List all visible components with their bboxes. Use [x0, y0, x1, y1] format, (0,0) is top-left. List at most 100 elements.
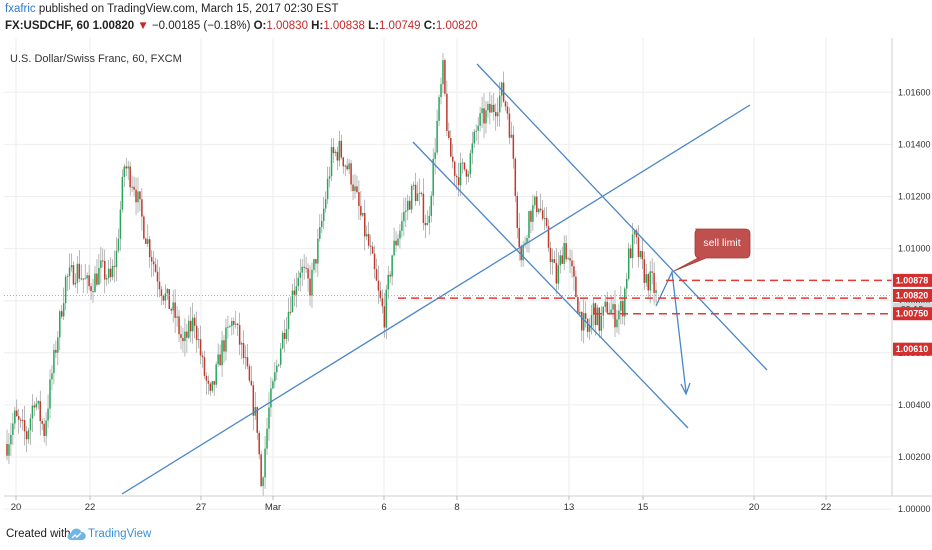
- bull-candle: [8, 444, 10, 456]
- bear-candle: [506, 106, 509, 114]
- bear-candle: [283, 332, 286, 339]
- bull-candle: [467, 174, 470, 177]
- bear-candle: [150, 257, 153, 262]
- bear-candle: [414, 184, 417, 202]
- low-value: 1.00749: [378, 20, 421, 32]
- bull-candle: [215, 364, 217, 385]
- open-label: O:: [253, 20, 267, 32]
- bull-candle: [121, 176, 124, 210]
- bull-candle: [131, 186, 133, 188]
- bear-candle: [381, 298, 384, 307]
- author-link[interactable]: fxafric: [5, 3, 36, 15]
- price-tag-target-bg: [893, 342, 932, 356]
- price-chart[interactable]: sell limit 1.000001.002001.004001.006001…: [0, 38, 932, 516]
- bear-candle: [614, 304, 616, 328]
- projection-arrowhead-icon: [680, 382, 691, 396]
- bull-candle: [225, 327, 227, 352]
- bull-candle: [326, 178, 329, 200]
- bull-candle: [655, 290, 657, 293]
- bull-candle: [166, 289, 169, 294]
- bear-candle: [109, 268, 112, 278]
- high-label: H:: [311, 20, 324, 32]
- bull-candle: [227, 326, 229, 328]
- bull-candle: [500, 82, 503, 96]
- bull-candle: [176, 316, 178, 318]
- bear-candle: [561, 255, 563, 264]
- bull-candle: [164, 293, 167, 301]
- created-with-label: Created with: [6, 528, 71, 540]
- time-tick-label: 27: [196, 502, 207, 513]
- bull-candle: [600, 315, 603, 331]
- bear-candle: [453, 161, 456, 176]
- bear-candle: [186, 331, 188, 338]
- tradingview-brand-link[interactable]: TradingView: [88, 528, 152, 540]
- bear-candle: [451, 156, 454, 162]
- bull-candle: [295, 286, 298, 295]
- bull-candle: [297, 277, 300, 287]
- bear-candle: [170, 308, 172, 311]
- time-tick-label: 8: [454, 502, 459, 513]
- bull-candle: [627, 248, 630, 279]
- price-tag-last-bg: [893, 288, 932, 302]
- bull-candle: [526, 238, 528, 243]
- price-tag-sell-limit-bg: [893, 273, 932, 287]
- change-arrow-icon: ▼: [137, 20, 149, 32]
- bear-candle: [78, 263, 81, 279]
- bull-candle: [94, 273, 96, 293]
- price-tick-label: 1.01600: [898, 87, 931, 97]
- time-axis[interactable]: 20 22 27 Mar 6 8 13 15 20 22: [11, 496, 832, 513]
- bear-candle: [236, 323, 239, 326]
- bull-candle: [557, 265, 560, 284]
- bear-candle: [367, 233, 370, 246]
- bull-candle: [84, 278, 86, 280]
- bear-candle: [33, 405, 36, 408]
- bear-candle: [463, 162, 466, 170]
- bull-candle: [538, 208, 540, 213]
- bull-candle: [76, 263, 79, 283]
- bull-candle: [137, 191, 139, 203]
- bear-candle: [571, 260, 573, 267]
- bear-candle: [233, 321, 235, 325]
- bull-candle: [68, 267, 71, 276]
- bull-candle: [240, 343, 243, 345]
- bull-candle: [117, 238, 120, 251]
- bull-candle: [285, 329, 288, 339]
- price-tick-label: 1.00400: [898, 400, 931, 410]
- bear-candle: [199, 339, 202, 356]
- bear-candle: [379, 290, 382, 299]
- bull-candle: [107, 268, 110, 279]
- bear-candle: [332, 147, 335, 154]
- bull-candle: [211, 381, 214, 391]
- bull-candle: [475, 130, 477, 132]
- bull-candle: [70, 265, 73, 268]
- chart-title: U.S. Dollar/Swiss Franc, 60, FXCM: [10, 53, 182, 65]
- bear-candle: [389, 274, 391, 277]
- bull-candle: [365, 233, 368, 237]
- bull-candle: [481, 108, 483, 114]
- bull-candle: [221, 340, 223, 366]
- bear-candle: [577, 297, 579, 314]
- bear-candle: [213, 381, 215, 385]
- bull-candle: [418, 192, 421, 194]
- bear-candle: [635, 230, 638, 238]
- bear-candle: [371, 246, 374, 254]
- bull-candle: [105, 278, 108, 280]
- bear-candle: [246, 357, 249, 367]
- bull-candle: [469, 153, 472, 175]
- bull-candle: [338, 140, 341, 161]
- bear-candle: [307, 268, 309, 279]
- bear-candle: [336, 151, 339, 161]
- bull-candle: [98, 268, 100, 285]
- bull-candle: [477, 125, 479, 131]
- bear-candle: [489, 103, 491, 113]
- bull-candle: [348, 163, 350, 170]
- bull-candle: [123, 166, 126, 177]
- bear-candle: [643, 259, 646, 283]
- footer: Created with TradingView: [0, 516, 932, 550]
- bear-candle: [180, 334, 182, 338]
- bull-candle: [62, 303, 65, 317]
- bear-candle: [133, 186, 135, 190]
- bear-candle: [508, 113, 511, 138]
- bear-candle: [289, 311, 292, 313]
- header: fxafric published on TradingView.com, Ma…: [0, 0, 932, 38]
